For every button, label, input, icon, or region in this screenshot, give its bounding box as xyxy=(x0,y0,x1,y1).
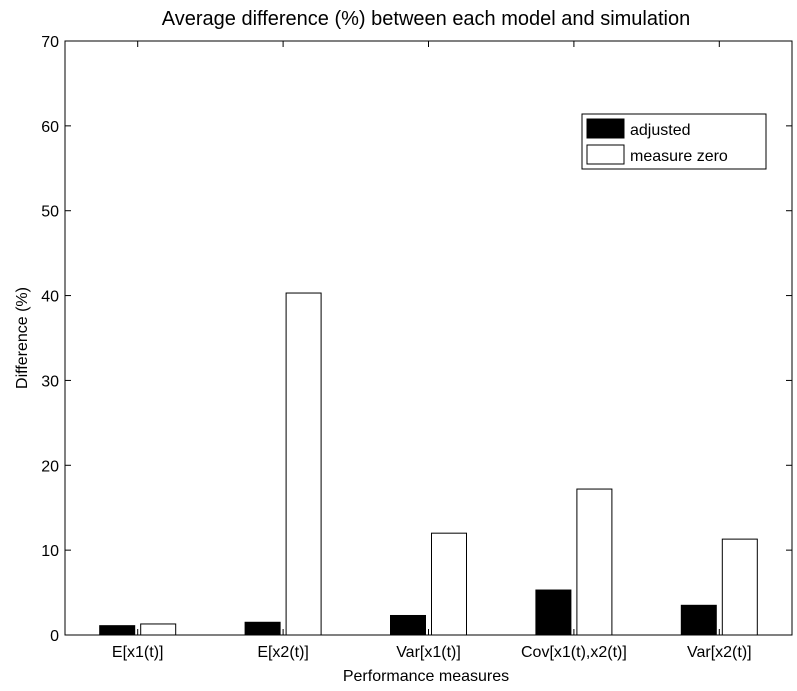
chart-title: Average difference (%) between each mode… xyxy=(162,8,690,30)
y-axis: 0 10 20 30 40 50 60 70 xyxy=(41,34,792,645)
bar-adjusted xyxy=(99,625,136,636)
bar-adjusted xyxy=(535,589,572,636)
y-tick-label: 30 xyxy=(41,373,59,390)
y-tick-label: 40 xyxy=(41,289,59,306)
legend-swatch-adjusted xyxy=(586,118,625,139)
legend-label-measure-zero: measure zero xyxy=(630,148,728,165)
x-axis-label: Performance measures xyxy=(343,668,509,685)
y-tick-label: 50 xyxy=(41,204,59,221)
x-tick-label: Var[x2(t)] xyxy=(687,644,752,661)
bar-measure-zero xyxy=(721,538,758,636)
y-tick-label: 60 xyxy=(41,119,59,136)
y-tick-label: 0 xyxy=(50,628,59,645)
bars-group xyxy=(99,292,758,636)
bar-measure-zero xyxy=(431,532,467,636)
y-axis-label: Difference (%) xyxy=(14,287,31,389)
y-tick-label: 70 xyxy=(41,34,59,51)
y-tick-label: 20 xyxy=(41,458,59,475)
legend-swatch-measure-zero xyxy=(586,144,625,165)
bar-adjusted xyxy=(680,604,717,636)
bar-measure-zero xyxy=(285,292,322,636)
bar-measure-zero xyxy=(576,488,613,636)
legend: adjusted measure zero xyxy=(581,113,767,170)
legend-label-adjusted: adjusted xyxy=(630,122,691,139)
y-tick-label: 10 xyxy=(41,543,59,560)
x-tick-label: E[x1(t)] xyxy=(112,644,164,661)
x-tick-label: E[x2(t)] xyxy=(257,644,309,661)
x-tick-label: Var[x1(t)] xyxy=(396,644,461,661)
bar-adjusted xyxy=(390,614,426,636)
x-tick-label: Cov[x1(t),x2(t)] xyxy=(521,644,627,661)
bar-adjusted xyxy=(244,621,281,636)
x-axis: E[x1(t)] E[x2(t)] Var[x1(t)] Cov[x1(t),x2(t… xyxy=(112,41,752,661)
bar-measure-zero xyxy=(140,623,177,636)
